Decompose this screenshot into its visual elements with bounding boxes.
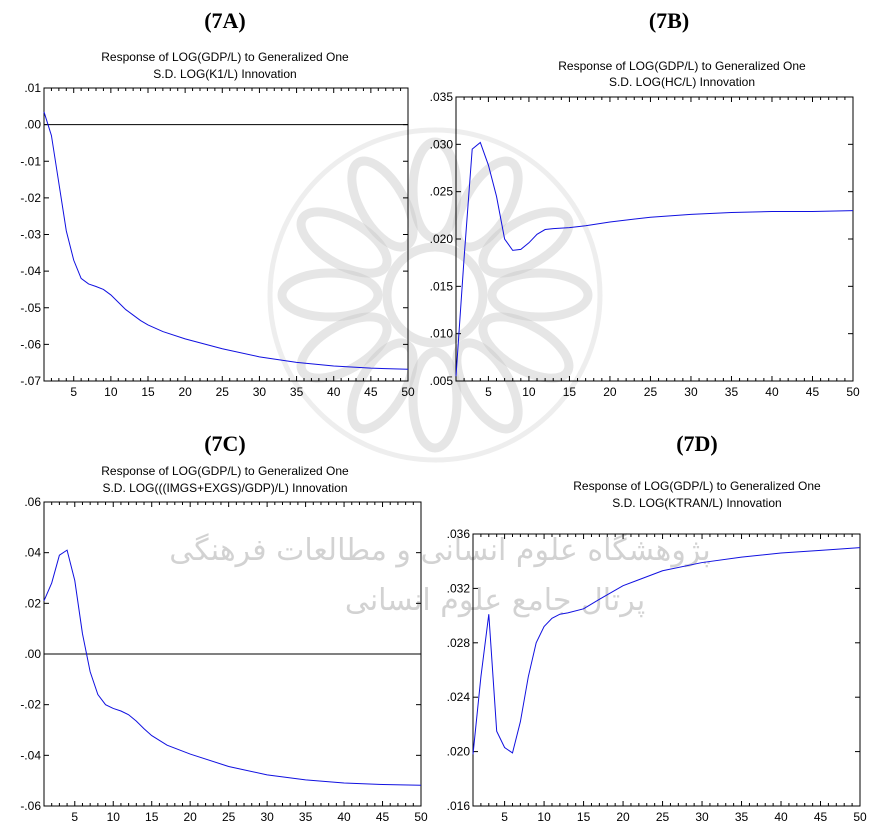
x-tick-label: 20 bbox=[603, 385, 617, 399]
x-tick-label: 15 bbox=[145, 810, 159, 823]
y-tick-label: -.06 bbox=[20, 799, 41, 813]
x-tick-label: 35 bbox=[299, 810, 313, 823]
x-tick-label: 10 bbox=[537, 810, 551, 823]
x-tick-label: 15 bbox=[563, 385, 577, 399]
chart-panel-7a: (7A) Response of LOG(GDP/L) to Generaliz… bbox=[20, 8, 415, 399]
y-tick-label: -.04 bbox=[20, 264, 41, 278]
chart-title-line1: Response of LOG(GDP/L) to Generalized On… bbox=[101, 50, 349, 64]
y-tick-label: .028 bbox=[447, 636, 471, 650]
y-tick-label: -.07 bbox=[20, 374, 41, 388]
x-tick-label: 15 bbox=[577, 810, 591, 823]
plot-frame bbox=[472, 533, 861, 807]
series-line bbox=[472, 547, 861, 755]
x-tick-label: 20 bbox=[184, 810, 198, 823]
y-tick-label: -.03 bbox=[20, 228, 41, 242]
panel-label: (7C) bbox=[204, 431, 246, 456]
y-tick-label: -.06 bbox=[20, 337, 41, 351]
y-tick-label: .04 bbox=[24, 546, 41, 560]
x-tick-label: 40 bbox=[327, 385, 341, 399]
chart-title-line2: S.D. LOG(K1/L) Innovation bbox=[153, 67, 296, 81]
x-tick-label: 30 bbox=[695, 810, 709, 823]
y-tick-label: .02 bbox=[24, 596, 41, 610]
chart-panel-7d: (7D) Response of LOG(GDP/L) to Generaliz… bbox=[447, 431, 867, 823]
x-tick-label: 20 bbox=[178, 385, 192, 399]
x-tick-label: 25 bbox=[216, 385, 230, 399]
x-tick-label: 5 bbox=[501, 810, 508, 823]
x-tick-label: 30 bbox=[684, 385, 698, 399]
x-tick-label: 35 bbox=[735, 810, 749, 823]
x-tick-label: 45 bbox=[814, 810, 828, 823]
x-tick-label: 50 bbox=[846, 385, 860, 399]
x-tick-label: 35 bbox=[725, 385, 739, 399]
y-tick-label: .00 bbox=[24, 118, 41, 132]
chart-title-line1: Response of LOG(GDP/L) to Generalized On… bbox=[101, 464, 349, 478]
y-tick-label: .00 bbox=[24, 647, 41, 661]
chart-panel-7b: (7B) Response of LOG(GDP/L) to Generaliz… bbox=[430, 8, 860, 399]
x-tick-label: 45 bbox=[376, 810, 390, 823]
x-tick-label: 30 bbox=[253, 385, 267, 399]
x-tick-label: 15 bbox=[141, 385, 155, 399]
x-tick-label: 25 bbox=[644, 385, 658, 399]
series-line bbox=[43, 549, 422, 786]
chart-panel-7c: (7C) Response of LOG(GDP/L) to Generaliz… bbox=[20, 431, 428, 823]
chart-title-line1: Response of LOG(GDP/L) to Generalized On… bbox=[558, 59, 806, 73]
x-tick-label: 40 bbox=[765, 385, 779, 399]
y-tick-label: .024 bbox=[447, 690, 471, 704]
plot-frame bbox=[43, 87, 409, 382]
series-line bbox=[43, 111, 409, 370]
series-line bbox=[455, 141, 854, 377]
panel-label: (7B) bbox=[649, 8, 689, 33]
y-tick-label: .01 bbox=[24, 81, 41, 95]
x-tick-label: 20 bbox=[616, 810, 630, 823]
y-tick-label: .020 bbox=[430, 232, 454, 246]
y-tick-label: -.05 bbox=[20, 301, 41, 315]
chart-title-line1: Response of LOG(GDP/L) to Generalized On… bbox=[573, 479, 821, 493]
y-tick-label: .032 bbox=[447, 581, 471, 595]
y-tick-label: .036 bbox=[447, 527, 471, 541]
y-tick-label: .030 bbox=[430, 137, 454, 151]
x-tick-label: 30 bbox=[260, 810, 274, 823]
y-tick-label: .06 bbox=[24, 495, 41, 509]
y-tick-label: .010 bbox=[430, 327, 454, 341]
x-tick-label: 50 bbox=[401, 385, 415, 399]
x-tick-label: 5 bbox=[71, 810, 78, 823]
x-tick-label: 10 bbox=[522, 385, 536, 399]
y-tick-label: -.01 bbox=[20, 154, 41, 168]
x-tick-label: 35 bbox=[290, 385, 304, 399]
y-tick-label: .016 bbox=[447, 799, 471, 813]
y-tick-label: .015 bbox=[430, 279, 454, 293]
plot-frame bbox=[455, 96, 854, 382]
y-tick-label: .035 bbox=[430, 90, 454, 104]
y-tick-label: .025 bbox=[430, 185, 454, 199]
x-tick-label: 40 bbox=[337, 810, 351, 823]
x-tick-label: 45 bbox=[364, 385, 378, 399]
y-tick-label: -.02 bbox=[20, 191, 41, 205]
y-tick-label: -.02 bbox=[20, 698, 41, 712]
x-tick-label: 5 bbox=[485, 385, 492, 399]
panel-label: (7A) bbox=[204, 8, 246, 33]
y-tick-label: .005 bbox=[430, 374, 454, 388]
x-tick-label: 50 bbox=[853, 810, 867, 823]
x-tick-label: 25 bbox=[222, 810, 236, 823]
y-tick-label: .020 bbox=[447, 745, 471, 759]
x-tick-label: 25 bbox=[656, 810, 670, 823]
x-tick-label: 45 bbox=[806, 385, 820, 399]
chart-title-line2: S.D. LOG(KTRAN/L) Innovation bbox=[612, 496, 781, 510]
chart-title-line2: S.D. LOG(((IMGS+EXGS)/GDP)/L) Innovation bbox=[102, 481, 347, 495]
y-tick-label: -.04 bbox=[20, 748, 41, 762]
x-tick-label: 10 bbox=[107, 810, 121, 823]
x-tick-label: 50 bbox=[414, 810, 428, 823]
x-tick-label: 40 bbox=[774, 810, 788, 823]
x-tick-label: 5 bbox=[70, 385, 77, 399]
x-tick-label: 10 bbox=[104, 385, 118, 399]
panel-label: (7D) bbox=[676, 431, 718, 456]
chart-title-line2: S.D. LOG(HC/L) Innovation bbox=[609, 75, 755, 89]
